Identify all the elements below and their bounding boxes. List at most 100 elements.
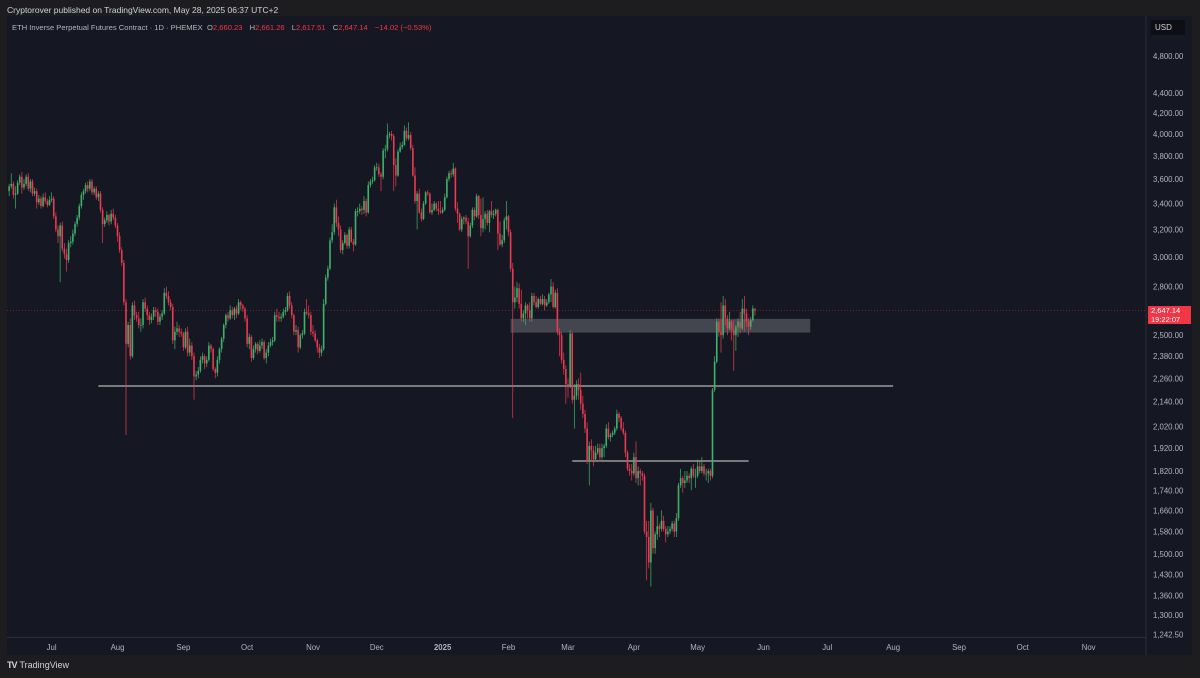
candle [558, 328, 561, 357]
candle-body [239, 302, 242, 306]
candle-body [473, 209, 476, 217]
candle [698, 461, 701, 474]
candle [55, 212, 57, 233]
time-tick-label: Feb [502, 643, 516, 652]
candle [133, 300, 136, 321]
candle [429, 192, 431, 214]
candle [371, 176, 374, 184]
candle-body [528, 310, 531, 319]
candle [709, 468, 712, 481]
candle-body [752, 308, 754, 321]
candle-body [186, 331, 189, 353]
candle-body [331, 232, 333, 241]
candle [335, 199, 338, 227]
candle-body [118, 236, 121, 251]
chart-panel[interactable] [7, 16, 1192, 655]
candle [726, 315, 729, 336]
candle [686, 471, 688, 483]
high-value: 2,661.26 [255, 23, 285, 32]
candle [705, 468, 707, 481]
candle-body [176, 328, 178, 332]
candle-body [69, 241, 72, 244]
candle-body [613, 428, 616, 433]
candle [603, 443, 605, 458]
candle-body [144, 302, 146, 309]
candle-body [715, 321, 718, 362]
candle-body [193, 356, 195, 377]
candle-body [303, 311, 306, 334]
time-tick-label: Apr [628, 643, 641, 652]
candle-body [443, 197, 446, 210]
candle [673, 520, 676, 538]
candle [720, 302, 722, 353]
open-value: 2,660.23 [212, 23, 243, 32]
price-tick-label: 2,020.00 [1153, 422, 1184, 431]
candle [535, 295, 537, 309]
currency-button[interactable]: USD [1151, 20, 1185, 35]
candle-body [157, 311, 159, 322]
candle-body [74, 224, 76, 234]
candle-body [454, 168, 457, 209]
candle [616, 409, 618, 431]
candle-body [386, 135, 389, 150]
candle-body [654, 534, 656, 549]
candle [692, 464, 695, 479]
candle-body [688, 475, 690, 479]
candle-body [382, 150, 384, 177]
candle-body [276, 315, 278, 317]
candle [74, 221, 76, 237]
candle [146, 305, 149, 321]
candle-body [199, 359, 202, 371]
candle [31, 179, 34, 197]
candle-body [324, 277, 327, 304]
candle-body [577, 384, 580, 390]
candle [29, 179, 32, 193]
candle [114, 215, 117, 229]
candle-body [450, 173, 452, 175]
candle [392, 134, 395, 192]
candle [556, 288, 559, 336]
candle-body [458, 213, 461, 230]
candle-body [116, 225, 119, 237]
candle [307, 305, 310, 319]
candle [235, 305, 238, 319]
candle [350, 226, 353, 244]
candle-body [95, 188, 98, 198]
candle [611, 430, 614, 438]
candle [575, 380, 578, 400]
candle [82, 188, 85, 200]
candle-body [361, 208, 363, 210]
candle-body [554, 292, 557, 308]
candle [50, 192, 53, 203]
candle [373, 165, 376, 182]
candle-body [652, 510, 654, 549]
candle-body [730, 321, 733, 331]
candle [278, 311, 280, 322]
candle [252, 345, 255, 360]
candle-body [307, 313, 310, 316]
price-tick-label: 4,000.00 [1153, 130, 1184, 139]
candle-body [282, 311, 285, 317]
candle [633, 452, 635, 476]
candle [310, 311, 312, 336]
candle [210, 343, 212, 353]
symbol-legend[interactable]: ETH Inverse Perpetual Futures Contract ·… [12, 23, 436, 32]
candle [739, 311, 741, 334]
candle [80, 192, 83, 209]
symbol-name: ETH Inverse Perpetual Futures Contract ·… [12, 23, 203, 32]
candle [426, 189, 429, 197]
time-tick-label: Jul [822, 643, 832, 652]
time-axis[interactable]: Jul Aug Sep Oct Nov Dec 2025 Feb Mar Apr May Jun Jul… [47, 643, 1096, 652]
candle-body [718, 321, 720, 332]
candle-body [639, 471, 642, 474]
candle-body [456, 208, 459, 214]
candle-body [575, 384, 578, 396]
price-axis[interactable]: 4,800.00 4,400.00 4,200.00 4,000.00 3,800.00… [1153, 52, 1184, 639]
candle-body [135, 315, 138, 319]
candle [212, 347, 214, 371]
price-tick-label: 1,500.00 [1153, 550, 1184, 559]
candle [363, 196, 365, 214]
candle [269, 338, 272, 348]
candle [647, 520, 650, 569]
